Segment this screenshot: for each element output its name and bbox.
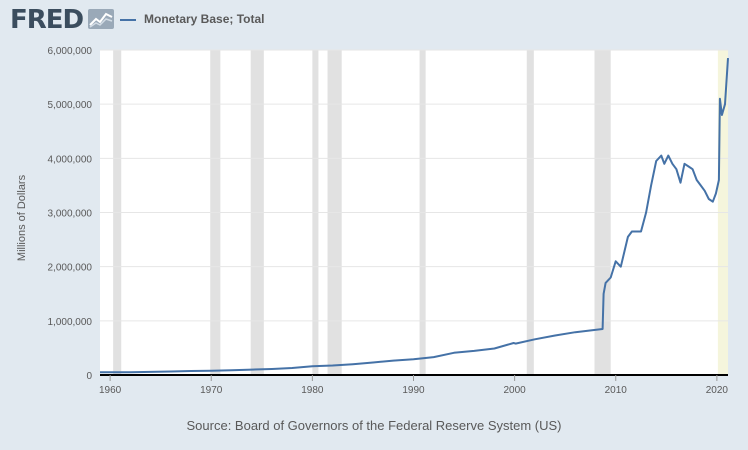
- x-tick-label: 1990: [402, 385, 425, 396]
- y-tick-label: 3,000,000: [48, 209, 93, 220]
- series-line-monetary-base: [100, 58, 729, 374]
- x-tick-label: 2020: [706, 385, 729, 396]
- y-tick-label: 2,000,000: [48, 263, 93, 274]
- y-tick-label: 1,000,000: [48, 317, 93, 328]
- graph-header: FRED Monetary Base; Total: [0, 0, 748, 40]
- y-tick-label: 0: [86, 371, 92, 382]
- x-tick-label: 2000: [503, 385, 526, 396]
- y-axis-label: Millions of Dollars: [16, 174, 28, 262]
- x-tick-label: 1980: [301, 385, 324, 396]
- x-tick-label: 1960: [99, 385, 122, 396]
- y-tick-label: 5,000,000: [48, 100, 93, 111]
- legend-series-label[interactable]: Monetary Base; Total: [144, 12, 265, 26]
- x-tick-label: 1970: [200, 385, 223, 396]
- fred-chart-icon: [88, 9, 114, 29]
- fred-logo[interactable]: FRED: [10, 5, 84, 35]
- y-tick-label: 6,000,000: [48, 46, 93, 57]
- legend-swatch: [120, 19, 136, 21]
- y-tick-label: 4,000,000: [48, 154, 93, 165]
- x-tick-label: 2010: [605, 385, 628, 396]
- source-note: Source: Board of Governors of the Federa…: [186, 418, 562, 433]
